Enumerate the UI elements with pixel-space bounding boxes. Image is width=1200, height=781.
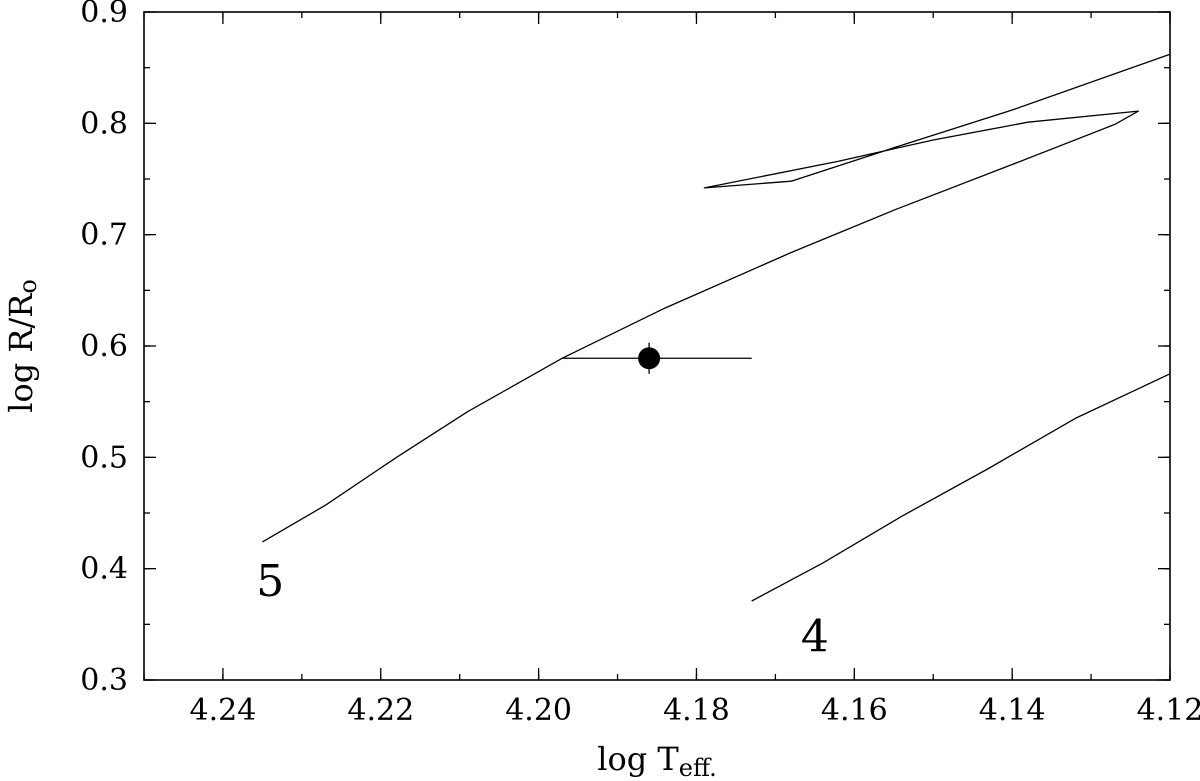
y-tick-label: 0.4 bbox=[80, 552, 128, 587]
x-tick-label: 4.18 bbox=[663, 693, 730, 728]
y-tick-label: 0.6 bbox=[80, 329, 128, 364]
y-tick-label: 0.3 bbox=[80, 663, 128, 698]
track-line-5 bbox=[262, 53, 1171, 543]
x-tick-label: 4.22 bbox=[347, 693, 414, 728]
x-tick-label: 4.12 bbox=[1137, 693, 1200, 728]
observation-layer bbox=[562, 342, 752, 374]
y-tick-label: 0.5 bbox=[80, 440, 128, 475]
x-tick-label: 4.14 bbox=[979, 693, 1046, 728]
track-label-5: 5 bbox=[256, 556, 284, 607]
tracks-layer: 54 bbox=[256, 53, 1171, 662]
plot-frame bbox=[143, 11, 1171, 681]
track-label-4: 4 bbox=[801, 611, 829, 662]
x-tick-label: 4.16 bbox=[821, 693, 888, 728]
x-axis-label-main: log T bbox=[597, 740, 679, 778]
x-tick-label: 4.24 bbox=[190, 693, 257, 728]
x-axis-label: log Teff. bbox=[597, 740, 717, 781]
x-axis-label-sub: eff. bbox=[679, 754, 717, 781]
y-axis-label-main: log R/R bbox=[2, 293, 40, 413]
y-axis-label-sub: o bbox=[14, 279, 42, 293]
ticks-layer: 4.24 4.22 4.20 4.18 4.16 4.14 4.12 0.3 0.4 0.5 0.6… bbox=[80, 0, 1200, 728]
observed-star-point bbox=[638, 347, 661, 370]
y-tick-label: 0.8 bbox=[80, 106, 128, 141]
y-tick-label: 0.7 bbox=[80, 218, 128, 253]
y-tick-label: 0.9 bbox=[80, 0, 128, 30]
y-axis-label: log R/Ro bbox=[2, 279, 42, 413]
x-tick-label: 4.20 bbox=[505, 693, 572, 728]
track-line-4 bbox=[751, 373, 1171, 602]
